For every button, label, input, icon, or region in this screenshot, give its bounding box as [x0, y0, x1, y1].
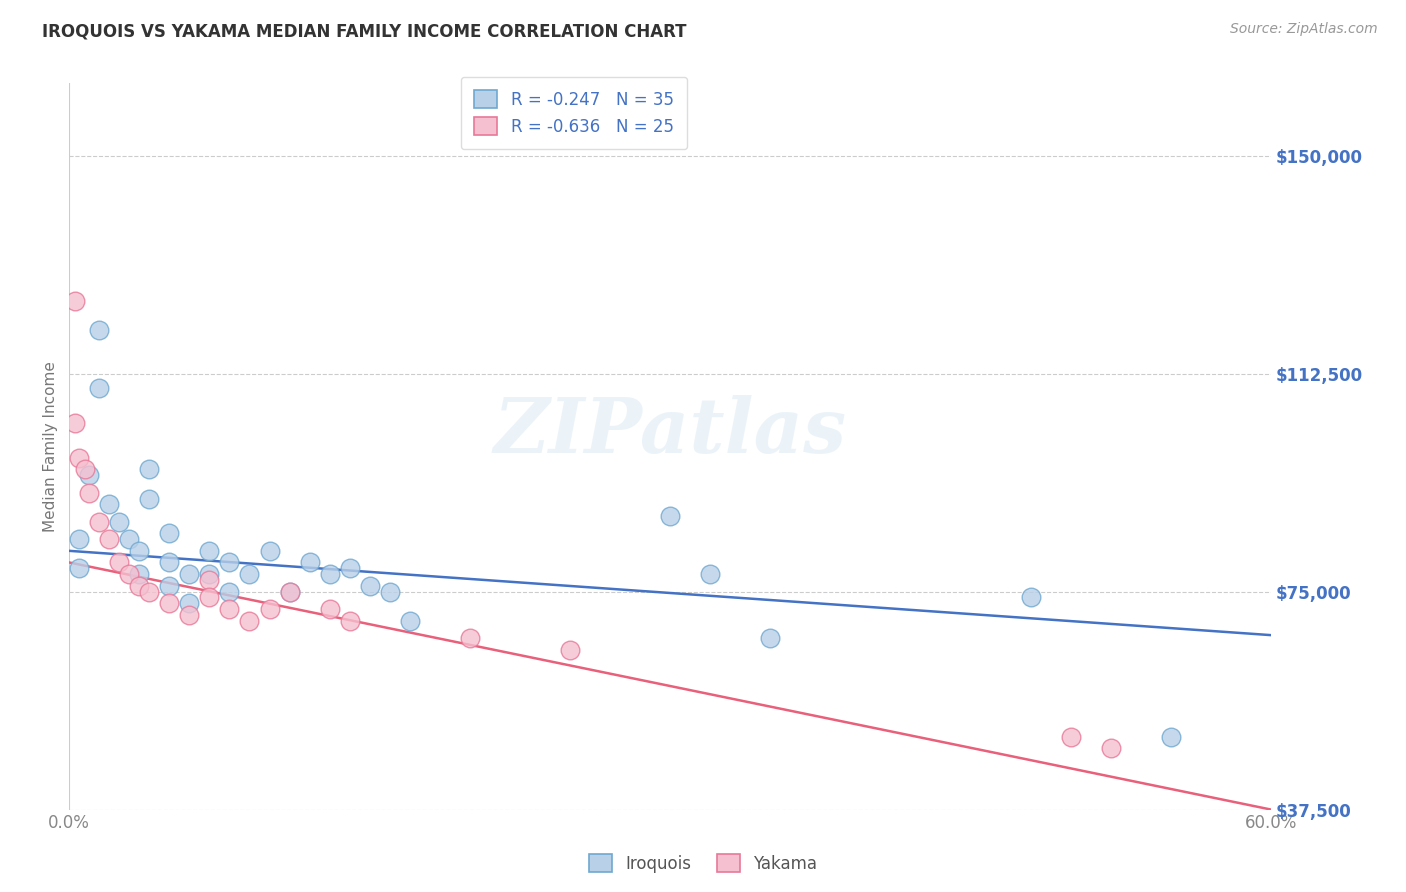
Point — [128, 544, 150, 558]
Point — [89, 381, 111, 395]
Point — [398, 614, 420, 628]
Point — [278, 584, 301, 599]
Point — [128, 567, 150, 582]
Point — [1160, 730, 1182, 744]
Point — [259, 602, 281, 616]
Point — [278, 584, 301, 599]
Text: ZIPatlas: ZIPatlas — [494, 394, 846, 468]
Point — [298, 556, 321, 570]
Point — [65, 293, 87, 308]
Point — [138, 462, 160, 476]
Point — [138, 584, 160, 599]
Legend: Iroquois, Yakama: Iroquois, Yakama — [582, 847, 824, 880]
Point — [157, 526, 180, 541]
Point — [138, 491, 160, 506]
Point — [67, 450, 90, 465]
Point — [108, 556, 131, 570]
Point — [179, 607, 201, 622]
Point — [339, 614, 361, 628]
Point — [198, 544, 221, 558]
Text: Source: ZipAtlas.com: Source: ZipAtlas.com — [1230, 22, 1378, 37]
Point — [198, 567, 221, 582]
Point — [77, 468, 100, 483]
Point — [65, 416, 87, 430]
Point — [89, 323, 111, 337]
Point — [238, 567, 260, 582]
Point — [359, 579, 381, 593]
Point — [218, 602, 240, 616]
Point — [67, 532, 90, 546]
Text: IROQUOIS VS YAKAMA MEDIAN FAMILY INCOME CORRELATION CHART: IROQUOIS VS YAKAMA MEDIAN FAMILY INCOME … — [42, 22, 686, 40]
Point — [157, 556, 180, 570]
Point — [108, 515, 131, 529]
Point — [558, 642, 581, 657]
Point — [179, 596, 201, 610]
Point — [318, 567, 340, 582]
Point — [118, 532, 141, 546]
Point — [67, 561, 90, 575]
Point — [157, 596, 180, 610]
Point — [218, 584, 240, 599]
Point — [1099, 741, 1122, 756]
Point — [179, 567, 201, 582]
Point — [157, 579, 180, 593]
Point — [77, 485, 100, 500]
Point — [89, 515, 111, 529]
Point — [75, 462, 97, 476]
Point — [118, 567, 141, 582]
Point — [339, 561, 361, 575]
Point — [238, 614, 260, 628]
Point — [198, 591, 221, 605]
Point — [659, 508, 682, 523]
Point — [98, 497, 121, 511]
Point — [318, 602, 340, 616]
Point — [759, 631, 782, 645]
Legend: R = -0.247   N = 35, R = -0.636   N = 25: R = -0.247 N = 35, R = -0.636 N = 25 — [461, 77, 688, 149]
Point — [198, 573, 221, 587]
Point — [218, 556, 240, 570]
Point — [1059, 730, 1081, 744]
Point — [378, 584, 401, 599]
Point — [1019, 591, 1042, 605]
Point — [98, 532, 121, 546]
Point — [259, 544, 281, 558]
Point — [128, 579, 150, 593]
Y-axis label: Median Family Income: Median Family Income — [44, 360, 58, 532]
Point — [699, 567, 721, 582]
Point — [458, 631, 481, 645]
